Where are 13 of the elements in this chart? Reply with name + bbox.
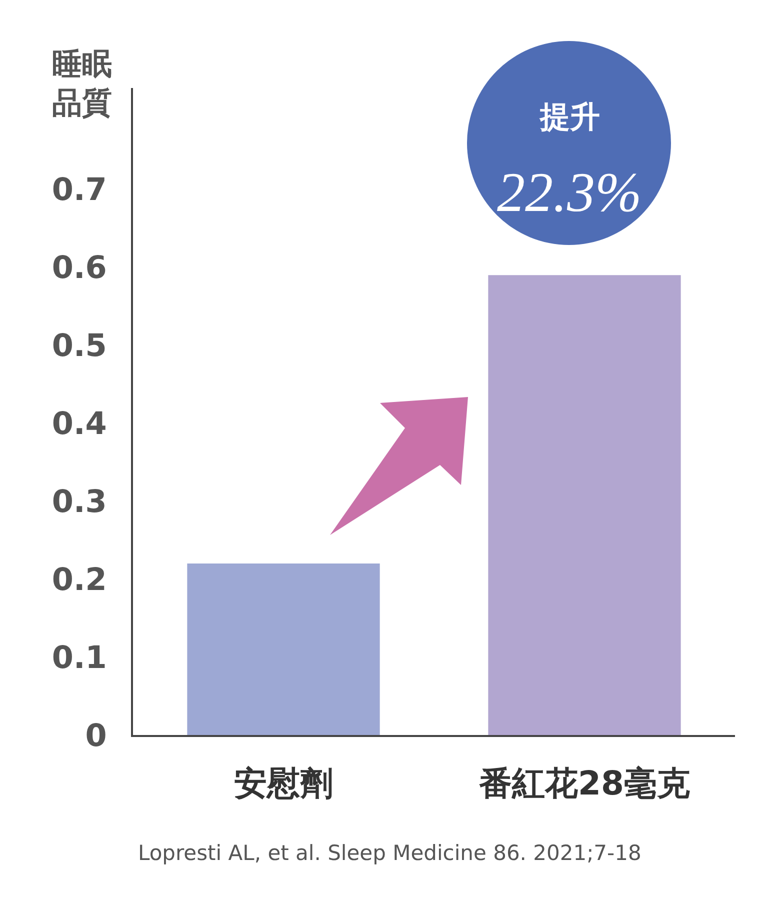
y-tick-label: 0.6 — [52, 250, 107, 286]
y-tick-label: 0.4 — [52, 406, 107, 442]
y-axis-title: 睡眠品質 — [52, 47, 112, 121]
y-tick-label: 0.5 — [52, 328, 107, 364]
y-tick-label: 0.7 — [52, 172, 107, 208]
y-tick-label: 0 — [85, 718, 107, 754]
annotation: 提升 22.3% — [497, 100, 642, 224]
y-tick-label: 0.3 — [52, 484, 107, 520]
y-tick-label: 0.2 — [52, 562, 107, 598]
text: Lopresti AL, et al. Sleep Medicine 86. 2021;7-18 — [138, 841, 642, 865]
x-tick-label: 番紅花28毫克 — [479, 764, 690, 803]
x-tick-label: 安慰劑 — [234, 764, 333, 803]
y-tick-label: 0.1 — [52, 640, 107, 676]
